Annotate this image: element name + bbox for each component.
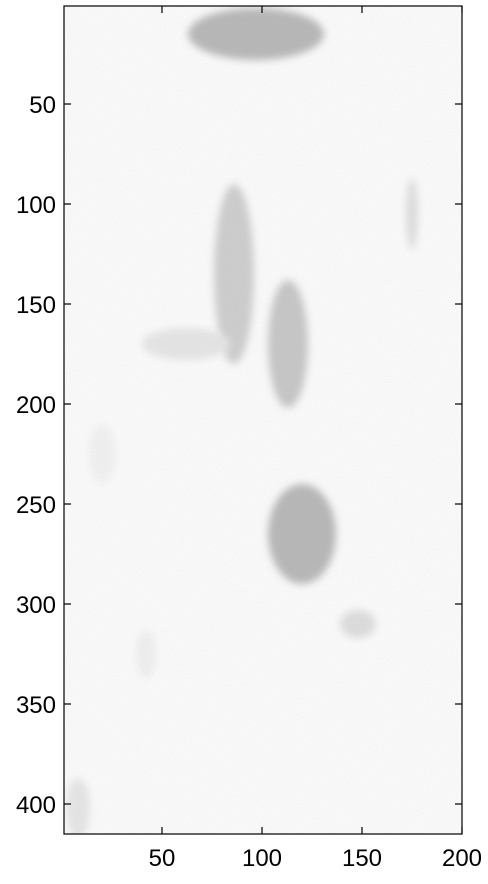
x-tick-label: 200: [442, 845, 482, 872]
image-content: [64, 6, 462, 834]
y-tick-label: 300: [16, 592, 56, 619]
y-tick-label: 250: [16, 492, 56, 519]
y-tick-label: 400: [16, 792, 56, 819]
y-tick-label: 200: [16, 392, 56, 419]
y-tick-label: 150: [16, 292, 56, 319]
x-tick-label: 100: [242, 845, 282, 872]
y-axis: 50 100 150 200 250 300 350 400: [16, 92, 462, 819]
y-tick-label: 350: [16, 692, 56, 719]
x-tick-label: 150: [342, 845, 382, 872]
axes-frame: [63, 5, 463, 835]
y-tick-label: 50: [29, 92, 56, 119]
y-tick-label: 100: [16, 192, 56, 219]
x-axis: 50 100 150 200: [149, 6, 482, 872]
x-tick-label: 50: [149, 845, 176, 872]
image-grain: [64, 6, 462, 834]
